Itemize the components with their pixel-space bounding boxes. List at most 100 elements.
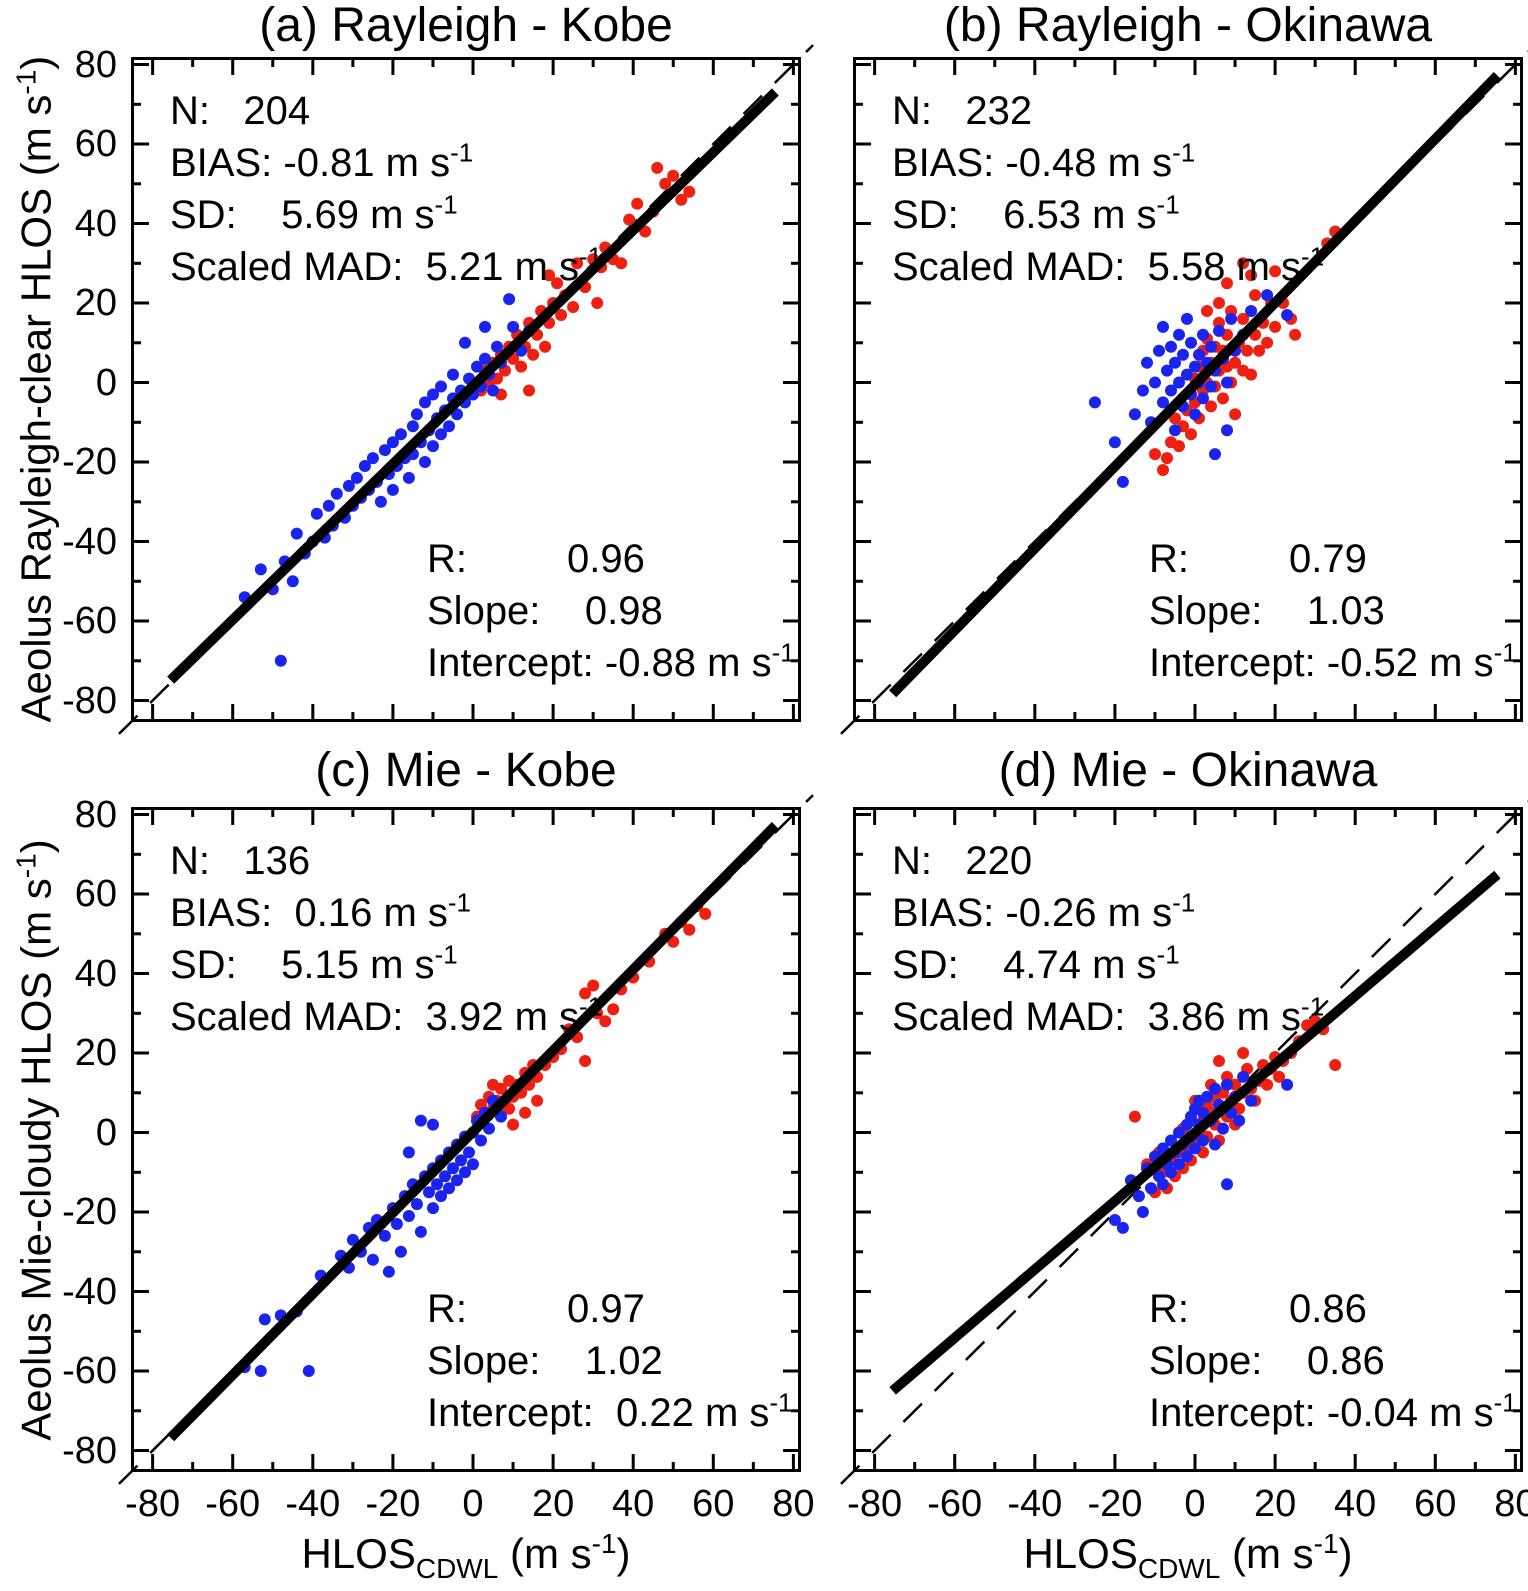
data-point-blue-points bbox=[1108, 436, 1121, 449]
data-point-blue-points bbox=[1132, 1190, 1145, 1203]
stat-line: R: 0.86 bbox=[1149, 1283, 1517, 1335]
data-point-blue-points bbox=[479, 352, 491, 365]
data-point-blue-points bbox=[423, 1186, 435, 1199]
data-point-blue-points bbox=[254, 1365, 267, 1377]
data-point-blue-points bbox=[1189, 408, 1201, 421]
data-point-blue-points bbox=[1261, 289, 1274, 302]
stat-text: R: 0.79 bbox=[1149, 537, 1367, 581]
data-point-blue-points bbox=[1173, 1126, 1185, 1139]
y-tick-label: -20 bbox=[62, 441, 117, 484]
x-tick-label: 80 bbox=[772, 1483, 815, 1525]
data-point-blue-points bbox=[1205, 380, 1217, 393]
data-point-blue-points bbox=[1209, 448, 1221, 461]
stat-line: Slope: 0.86 bbox=[1149, 1335, 1517, 1387]
data-point-blue-points bbox=[1177, 348, 1189, 361]
x-axis-unit-exponent: -1 bbox=[591, 1528, 617, 1559]
y-axis-label-row1: Aeolus Mie-cloudy HLOS (m s-1) bbox=[10, 807, 60, 1472]
data-point-red-points bbox=[1253, 344, 1266, 357]
data-point-blue-points bbox=[1189, 360, 1201, 373]
data-point-blue-points bbox=[1181, 368, 1193, 381]
data-point-blue-points bbox=[419, 456, 431, 468]
x-axis-unit-exponent: -1 bbox=[1313, 1528, 1339, 1559]
y-tick-label: -40 bbox=[62, 520, 117, 563]
stat-unit-exponent: -1 bbox=[771, 637, 795, 668]
stat-line: Intercept: 0.22 m s-1 bbox=[427, 1387, 793, 1439]
stat-unit-exponent: -1 bbox=[434, 939, 458, 970]
stat-line: Scaled MAD: 5.21 m s-1 bbox=[170, 241, 602, 293]
data-point-red-points bbox=[1128, 1110, 1141, 1123]
data-point-blue-points bbox=[310, 507, 323, 520]
data-point-blue-points bbox=[1281, 1078, 1294, 1091]
y-tick-label: 40 bbox=[74, 202, 117, 245]
data-point-blue-points bbox=[378, 1229, 391, 1242]
data-point-red-points bbox=[607, 1003, 620, 1016]
data-point-blue-points bbox=[374, 495, 387, 508]
stat-line: SD: 5.15 m s-1 bbox=[170, 939, 602, 991]
data-point-red-points bbox=[1237, 1047, 1250, 1059]
stat-line: Intercept: -0.88 m s-1 bbox=[427, 637, 795, 689]
data-point-blue-points bbox=[1145, 1182, 1157, 1195]
stats-top-block-b: N: 232 BIAS: -0.48 m s-1 SD: 6.53 m s-1 Sca… bbox=[892, 85, 1324, 293]
y-tick-label: -80 bbox=[62, 1429, 117, 1472]
data-point-blue-points bbox=[1141, 356, 1153, 369]
data-point-blue-points bbox=[1245, 1094, 1258, 1107]
y-tick-label: -40 bbox=[62, 1270, 117, 1313]
data-point-blue-points bbox=[1165, 384, 1177, 397]
data-point-blue-points bbox=[467, 1158, 479, 1171]
data-point-blue-points bbox=[491, 340, 503, 353]
data-point-red-points bbox=[1289, 328, 1302, 341]
stat-line: Slope: 1.03 bbox=[1149, 585, 1517, 637]
data-point-blue-points bbox=[390, 1218, 403, 1230]
data-point-blue-points bbox=[1173, 328, 1185, 341]
y-tick-label: -60 bbox=[62, 600, 117, 643]
stat-text: N: 232 bbox=[892, 89, 1033, 133]
x-tick-label: -20 bbox=[365, 1483, 421, 1525]
data-point-blue-points bbox=[427, 1118, 439, 1131]
data-point-blue-points bbox=[1088, 396, 1101, 409]
data-point-red-points bbox=[1269, 265, 1282, 278]
stats-top-block-c: N: 136 BIAS: 0.16 m s-1 SD: 5.15 m s-1 Scal… bbox=[170, 835, 602, 1043]
data-point-blue-points bbox=[435, 428, 447, 441]
x-tick-label: -80 bbox=[125, 1483, 181, 1525]
data-point-blue-points bbox=[463, 1146, 475, 1159]
data-point-blue-points bbox=[378, 444, 391, 457]
data-point-blue-points bbox=[1157, 396, 1169, 409]
data-point-blue-points bbox=[402, 1210, 415, 1222]
data-point-red-points bbox=[683, 923, 696, 936]
x-tick-label: 40 bbox=[612, 1483, 655, 1525]
stat-text: N: 220 bbox=[892, 839, 1033, 883]
stat-line: N: 232 bbox=[892, 85, 1324, 137]
data-point-red-points bbox=[591, 297, 604, 309]
data-point-red-points bbox=[543, 269, 556, 282]
stat-unit-exponent: -1 bbox=[434, 189, 458, 220]
x-axis-unit-post: ) bbox=[616, 1530, 631, 1577]
stat-unit-exponent: -1 bbox=[1172, 887, 1196, 918]
y-tick-label: -80 bbox=[62, 679, 117, 722]
data-point-red-points bbox=[599, 1015, 612, 1028]
stat-text: N: 136 bbox=[170, 839, 311, 883]
x-tick-label: 0 bbox=[1184, 1483, 1206, 1525]
x-tick-label: -20 bbox=[1087, 1483, 1143, 1525]
stat-unit-exponent: -1 bbox=[1156, 189, 1180, 220]
data-point-red-points bbox=[1185, 428, 1197, 441]
data-point-red-points bbox=[1213, 297, 1225, 309]
y-tick-label: 20 bbox=[74, 1032, 117, 1075]
stat-line: Scaled MAD: 3.86 m s-1 bbox=[892, 991, 1324, 1043]
data-point-red-points bbox=[1269, 320, 1282, 333]
plot-border bbox=[131, 57, 801, 722]
data-point-blue-points bbox=[1149, 376, 1161, 389]
panel-title-a: (a) Rayleigh - Kobe bbox=[259, 0, 673, 52]
data-point-blue-points bbox=[1205, 340, 1217, 353]
data-point-blue-points bbox=[455, 1154, 467, 1167]
fit-line bbox=[889, 870, 1501, 1395]
data-point-red-points bbox=[551, 277, 564, 290]
data-point-blue-points bbox=[443, 1182, 455, 1195]
stat-line: SD: 5.69 m s-1 bbox=[170, 189, 602, 241]
data-point-blue-points bbox=[1221, 376, 1233, 389]
data-point-red-points bbox=[503, 1102, 516, 1115]
data-point-blue-points bbox=[330, 487, 343, 500]
data-point-blue-points bbox=[1157, 320, 1169, 333]
stat-text: Scaled MAD: 3.92 m s bbox=[170, 995, 580, 1039]
x-tick-label: 0 bbox=[462, 1483, 484, 1525]
data-point-blue-points bbox=[394, 1245, 407, 1258]
